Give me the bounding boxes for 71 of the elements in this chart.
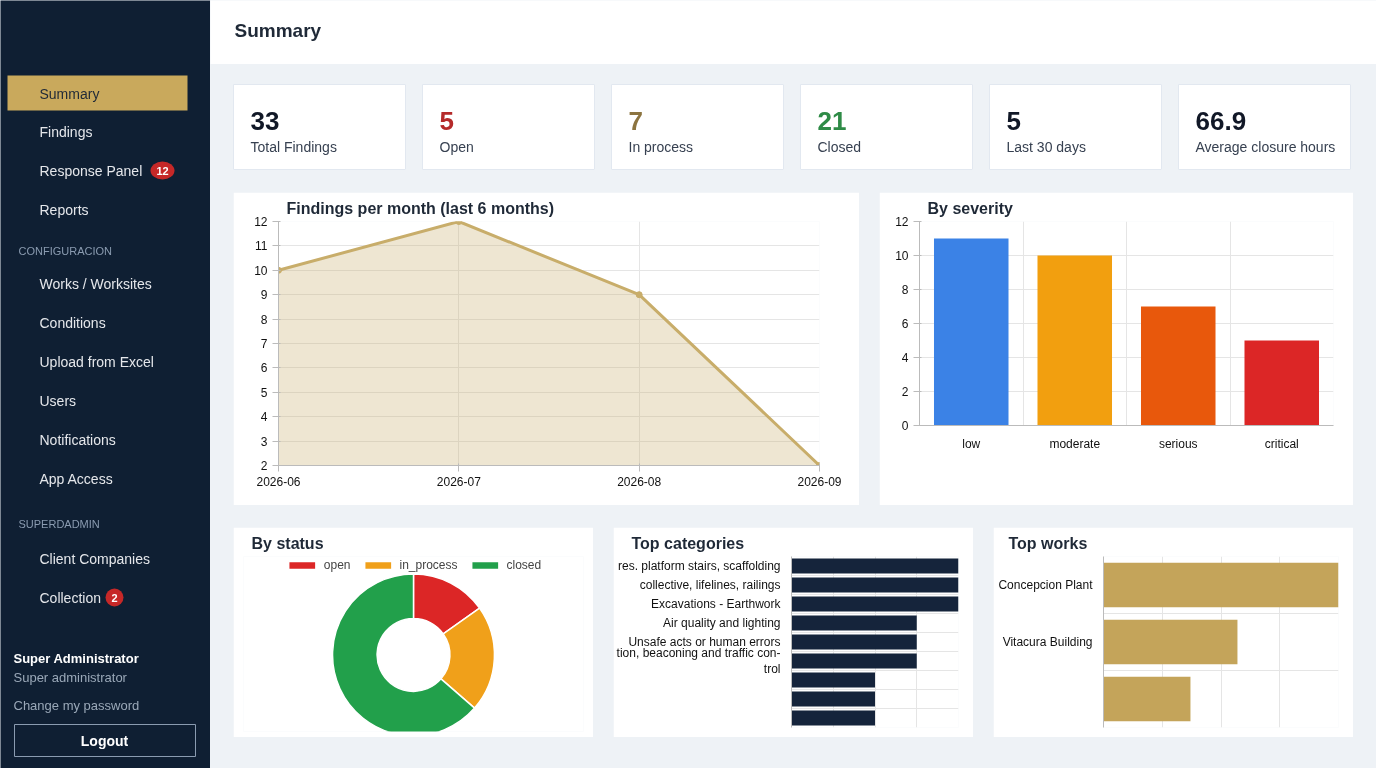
text: Findings (39, 123, 93, 140)
x-tick-label: critical (1264, 436, 1299, 451)
x-tick-label: 2026-09 (797, 474, 842, 489)
text: Users (39, 392, 77, 409)
y-tick-label: 7 (260, 337, 268, 351)
text: App Access (39, 470, 113, 487)
y-tick-label: 2 (260, 459, 268, 473)
y-tick-label: 3 (260, 434, 268, 449)
y-tick-label: 9 (260, 288, 268, 303)
text: Total Findings (250, 138, 337, 155)
y-tick-label: 0 (901, 419, 909, 433)
text: 12 (156, 164, 169, 177)
x-tick-label: 2026-08 (617, 474, 662, 489)
x-tick-label: 2026-07 (436, 474, 482, 489)
text: Notifications (39, 431, 116, 448)
text: Summary (39, 85, 100, 102)
text: Average closure hours (1195, 138, 1336, 155)
chart-title: Top categories (631, 534, 745, 552)
y-tick-label: Vitacura Building (1002, 635, 1093, 649)
text: Open (439, 138, 474, 155)
y-tick-label: collective, lifelines, railings (639, 578, 781, 592)
y-tick-label: res. platform stairs, scaffolding (617, 559, 781, 573)
chart-title: Findings per month (last 6 months) (286, 199, 555, 217)
legend-label: in_process (399, 558, 458, 572)
text: Logout (80, 732, 129, 749)
y-tick-label: 12 (254, 215, 268, 229)
chart-title: By status (251, 534, 324, 552)
text: Summary (234, 20, 322, 41)
y-tick-label: 11 (255, 239, 268, 254)
text: Reports (39, 201, 89, 218)
text: Change my password (13, 698, 140, 713)
y-tick-label: 12 (895, 215, 909, 229)
x-tick-label: moderate (1049, 436, 1101, 451)
text: Response Panel (39, 162, 143, 179)
y-tick-label: Air quality and lighting (663, 616, 781, 630)
text: Upload from Excel (39, 353, 154, 370)
text: In process (628, 138, 694, 155)
y-tick-label: 8 (260, 312, 268, 327)
y-tick-label: Excavations - Earthwork (651, 597, 782, 611)
y-tick-label: Concepcion Plant (998, 578, 1094, 592)
text: 33 (250, 105, 280, 136)
y-tick-label: 2 (901, 385, 909, 399)
text: 66.9 (1195, 105, 1247, 136)
y-tick-label: 10 (254, 263, 268, 278)
y-tick-label: 6 (901, 317, 909, 331)
y-tick-label: 4 (901, 351, 909, 365)
text: Super Administrator (13, 651, 139, 666)
legend-label: closed (506, 558, 542, 572)
x-tick-label: low (962, 436, 981, 451)
text: Closed (817, 138, 862, 155)
text: Works / Worksites (39, 275, 152, 292)
text: Last 30 days (1006, 138, 1086, 155)
text: Client Companies (39, 550, 150, 567)
text: 5 (439, 105, 454, 136)
chart-title: By severity (927, 199, 1013, 217)
text: SUPERDADMIN (18, 517, 100, 530)
text: CONFIGURACION (18, 244, 113, 257)
text: 2 (111, 591, 118, 604)
text: 21 (817, 105, 847, 136)
x-tick-label: 2026-06 (256, 474, 301, 489)
chart-title: Top works (1008, 534, 1088, 552)
legend-label: open (323, 558, 351, 572)
y-tick-label: 8 (901, 283, 909, 297)
y-tick-label: 6 (260, 361, 268, 376)
y-tick-label: 5 (260, 385, 268, 400)
text: Collection (39, 589, 101, 606)
x-tick-label: serious (1158, 436, 1198, 451)
text: Conditions (39, 314, 106, 331)
y-tick-label: 10 (895, 249, 909, 263)
y-tick-label: 4 (260, 410, 268, 425)
text: Super administrator (13, 670, 128, 685)
